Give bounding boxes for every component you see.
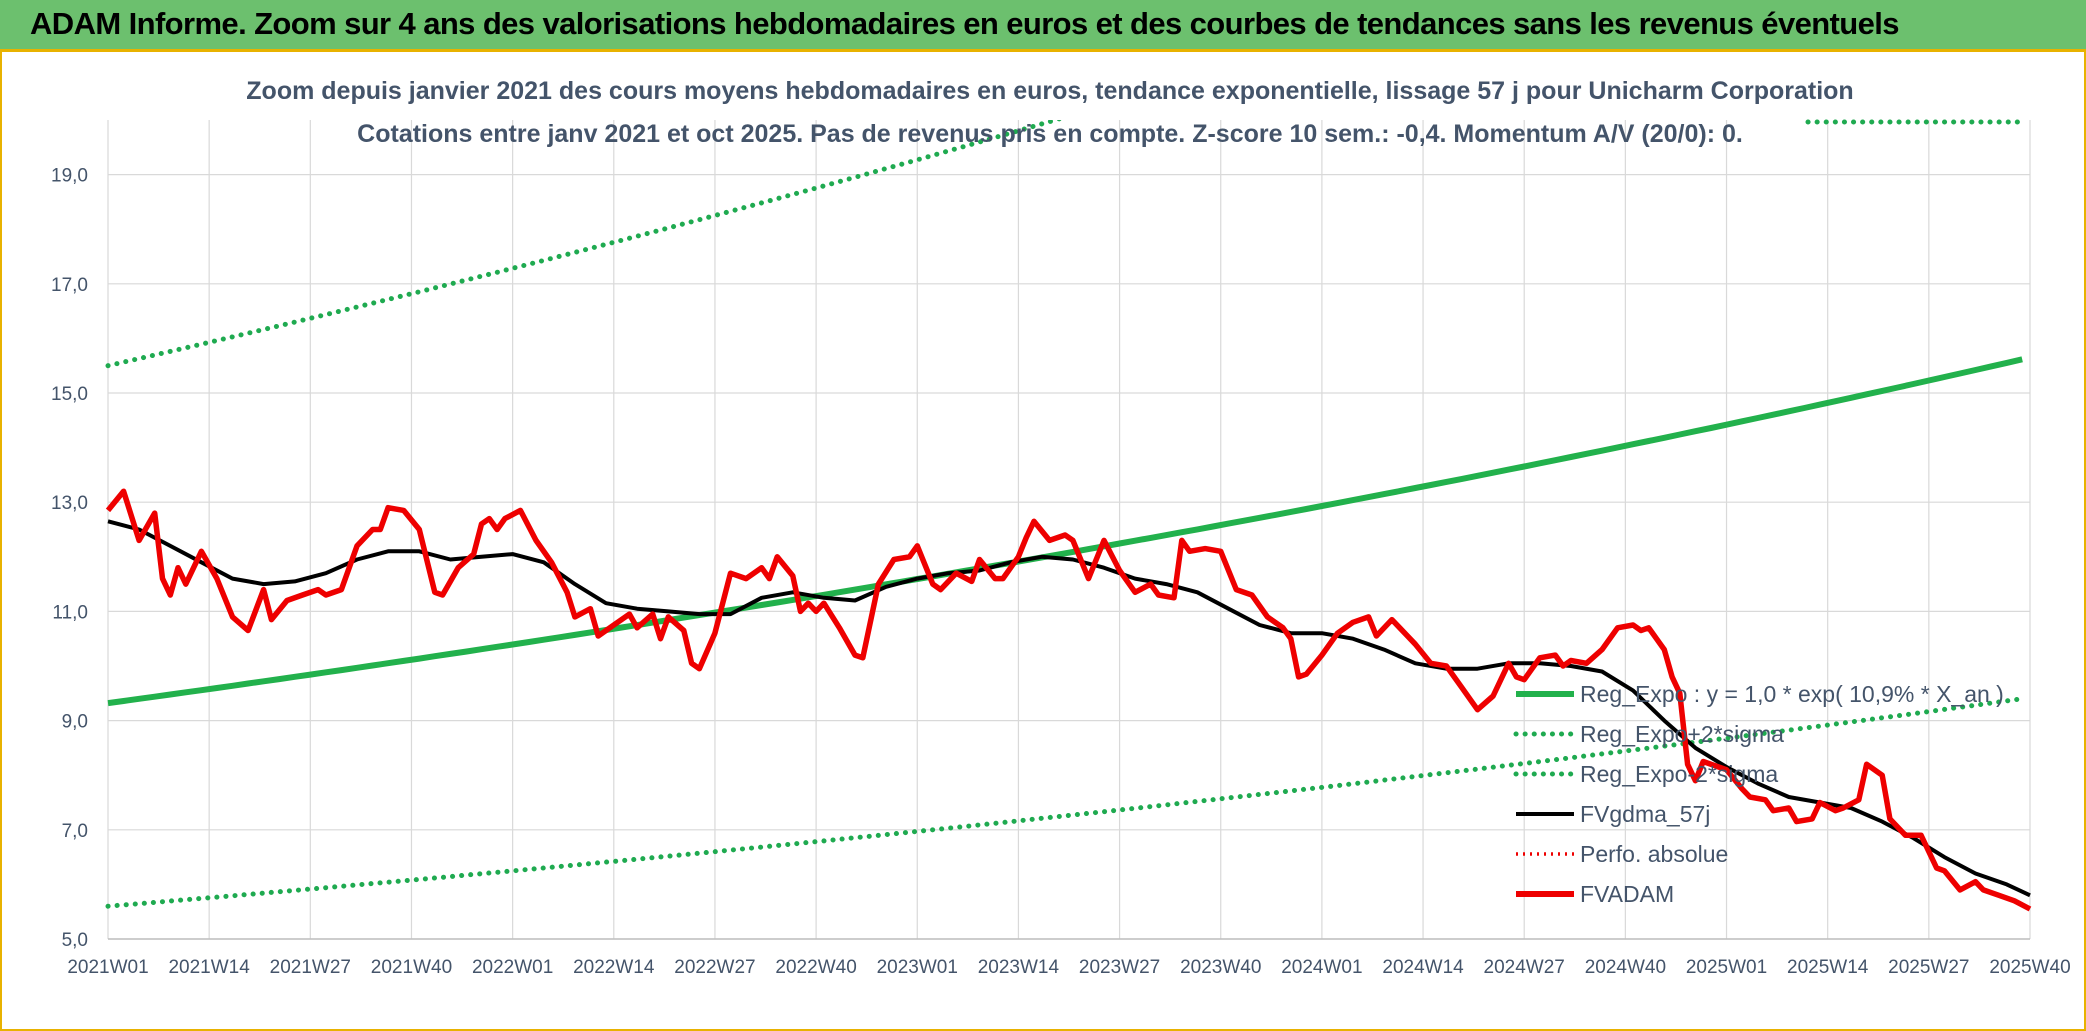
x-tick-label: 2023W01 [877,957,958,978]
x-tick-label: 2021W40 [371,957,452,978]
legend-label-2: Reg_Expo-2*sigma [1580,761,1778,787]
x-tick-label: 2023W27 [1079,957,1160,978]
x-tick-label: 2021W14 [168,957,250,978]
y-tick-label: 7,0 [62,821,88,842]
x-tick-label: 2025W40 [1989,957,2070,978]
x-tick-label: 2025W01 [1686,957,1767,978]
legend-label-4: Perfo. absolue [1580,841,1728,867]
y-tick-label: 5,0 [62,930,88,951]
legend-label-3: FVgdma_57j [1580,801,1710,827]
x-tick-label: 2023W40 [1180,957,1261,978]
legend: Reg_Expo : y = 1,0 * exp( 10,9% * X_an )… [1513,681,2004,907]
series-reg-expo-plus-2sigma [105,120,1065,369]
chart-title-line1: Zoom depuis janvier 2021 des cours moyen… [246,77,1853,105]
y-tick-label: 15,0 [51,384,88,405]
trend-chart: Zoom depuis janvier 2021 des cours moyen… [51,77,2071,978]
x-axis-ticks: 2021W01 2021W14 2021W27 2021W40 2022W01 2022W… [67,957,2070,978]
chart-title-line2: Cotations entre janv 2021 et oct 2025. P… [357,120,1743,148]
legend-label-1: Reg_Expo+2*sigma [1580,721,1784,747]
series-fvadam [105,488,2032,912]
series-reg-expo [107,356,2023,707]
page-title: ADAM Informe. Zoom sur 4 ans des valoris… [30,6,1900,41]
x-tick-label: 2024W40 [1585,957,1666,978]
x-tick-label: 2024W27 [1484,957,1565,978]
x-tick-label: 2025W14 [1787,957,1869,978]
x-tick-label: 2024W14 [1382,957,1464,978]
y-tick-label: 11,0 [52,602,88,623]
y-axis-ticks: 5,0 7,0 9,0 11,0 13,0 15,0 17,0 19,0 [51,166,88,951]
x-tick-label: 2023W14 [978,957,1060,978]
series-fvgdma-57j [107,519,2031,898]
x-tick-label: 2022W01 [472,957,553,978]
x-tick-label: 2021W27 [270,957,351,978]
y-tick-label: 9,0 [62,712,88,733]
x-tick-label: 2022W40 [775,957,856,978]
y-tick-label: 17,0 [51,275,88,296]
y-tick-label: 19,0 [51,166,88,187]
x-tick-label: 2021W01 [67,957,148,978]
gridlines [107,120,2031,940]
header-bar: ADAM Informe. Zoom sur 4 ans des valoris… [0,0,2086,52]
y-tick-label: 13,0 [51,493,88,514]
x-tick-label: 2024W01 [1281,957,1362,978]
series-reg-expo-minus-2sigma [105,696,2025,909]
legend-label-0: Reg_Expo : y = 1,0 * exp( 10,9% * X_an ) [1580,681,2004,707]
chart-frame: Zoom depuis janvier 2021 des cours moyen… [0,52,2086,1031]
x-tick-label: 2022W27 [674,957,755,978]
x-tick-label: 2022W14 [573,957,655,978]
x-tick-label: 2025W27 [1888,957,1969,978]
legend-label-5: FVADAM [1580,881,1674,907]
series-layer [105,120,2032,912]
